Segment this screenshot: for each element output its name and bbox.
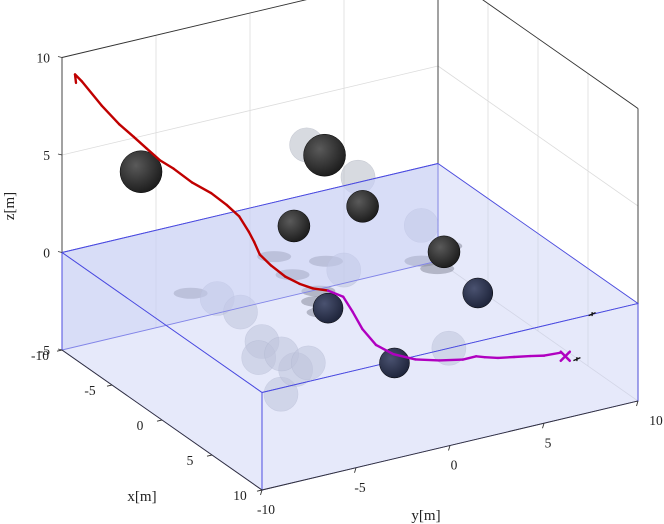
trajectory-segment: [158, 159, 175, 170]
trajectory-segment: [512, 354, 532, 359]
y-axis-label: y[m]: [411, 508, 440, 524]
x-tick-label: -5: [84, 383, 95, 398]
trajectory-segment: [374, 343, 395, 356]
markers: [559, 311, 596, 363]
z-tick-label: 5: [43, 148, 50, 163]
trajectory-segment: [190, 181, 213, 195]
trajectory-segment: [172, 167, 194, 184]
x-tick-label: 0: [137, 418, 144, 433]
trajectory-segment: [483, 356, 500, 360]
solid-obstacle: [312, 292, 344, 324]
trajectory-segment: [237, 215, 250, 233]
z-tick-mark: [57, 153, 63, 156]
trajectory-segment: [351, 310, 364, 331]
x-tick-label: 10: [233, 488, 247, 503]
trajectory-segment: [298, 282, 315, 290]
trajectory-segment: [326, 289, 345, 298]
solid-obstacle: [303, 133, 346, 177]
z-tick-mark: [57, 251, 63, 253]
water-volume: [60, 162, 640, 491]
y-tick-label: -10: [257, 502, 275, 517]
trajectory-segment: [210, 192, 228, 207]
trajectory-segment: [269, 264, 287, 278]
solid-obstacle: [346, 190, 379, 223]
trajectory-segment: [438, 358, 465, 362]
trajectory-segment: [247, 230, 256, 244]
solid-obstacle: [427, 235, 461, 269]
axis-labels: x[m] y[m] z[m]: [2, 192, 441, 524]
y-tick-label: 0: [451, 458, 458, 473]
translucent-obstacle: [291, 345, 326, 381]
solid-obstacles: [119, 133, 494, 379]
y-tick-mark: [354, 467, 357, 473]
z-tick-label: 10: [37, 51, 51, 66]
x-tick-mark: [256, 489, 263, 492]
trajectory-segment: [73, 73, 84, 83]
trajectory-segment: [392, 352, 417, 361]
trajectory-segment: [117, 122, 136, 139]
trajectory-segment: [311, 287, 330, 292]
z-tick-label: -5: [39, 343, 50, 358]
z-axis-label: z[m]: [2, 192, 18, 220]
box-edge: [482, 0, 639, 109]
y-tick-label: -5: [354, 480, 365, 495]
z-tick-label: 0: [43, 246, 50, 261]
solid-obstacle: [119, 150, 163, 193]
trajectory-segment: [543, 351, 562, 357]
z-tick-mark: [57, 348, 63, 351]
trajectory-segment: [342, 295, 354, 314]
solid-obstacle: [379, 347, 410, 379]
y-tick-mark: [542, 423, 545, 429]
trajectory-segment: [258, 253, 273, 267]
trajectory-segment: [132, 135, 148, 150]
x-tick-mark: [106, 384, 113, 387]
y-tick-label: 5: [545, 435, 552, 450]
trajectory-segment: [496, 355, 516, 360]
solid-obstacle: [277, 209, 311, 243]
trajectory-segment: [145, 147, 162, 162]
trajectory-segment: [284, 275, 301, 286]
translucent-obstacle: [326, 252, 362, 288]
solid-obstacle: [462, 277, 494, 309]
trajectory-segment: [475, 355, 486, 359]
box-edge: [61, 0, 307, 58]
y-tick-label: 10: [649, 413, 663, 428]
trajectory-segment: [225, 203, 241, 218]
trajectory-segment: [361, 327, 378, 347]
x-tick-label: 5: [187, 453, 194, 468]
trajectory: [73, 73, 562, 362]
trajectory-segment: [414, 358, 441, 362]
x-tick-mark: [156, 419, 163, 422]
x-axis-label: x[m]: [127, 489, 156, 505]
y-tick-mark: [260, 489, 263, 496]
x-tick-label: -10: [31, 348, 49, 363]
trajectory-segment: [80, 80, 103, 107]
goal-marker: [559, 350, 572, 363]
x-tick-mark: [206, 454, 213, 457]
trajectory-segment: [253, 240, 261, 256]
y-tick-mark: [448, 445, 451, 451]
trajectory-segment: [100, 104, 121, 126]
z-tick-mark: [57, 56, 63, 58]
obstacle-shadow: [173, 287, 208, 299]
trajectory-segment: [461, 355, 478, 361]
obstacle-shadow: [275, 269, 310, 281]
y-tick-mark: [636, 400, 639, 407]
